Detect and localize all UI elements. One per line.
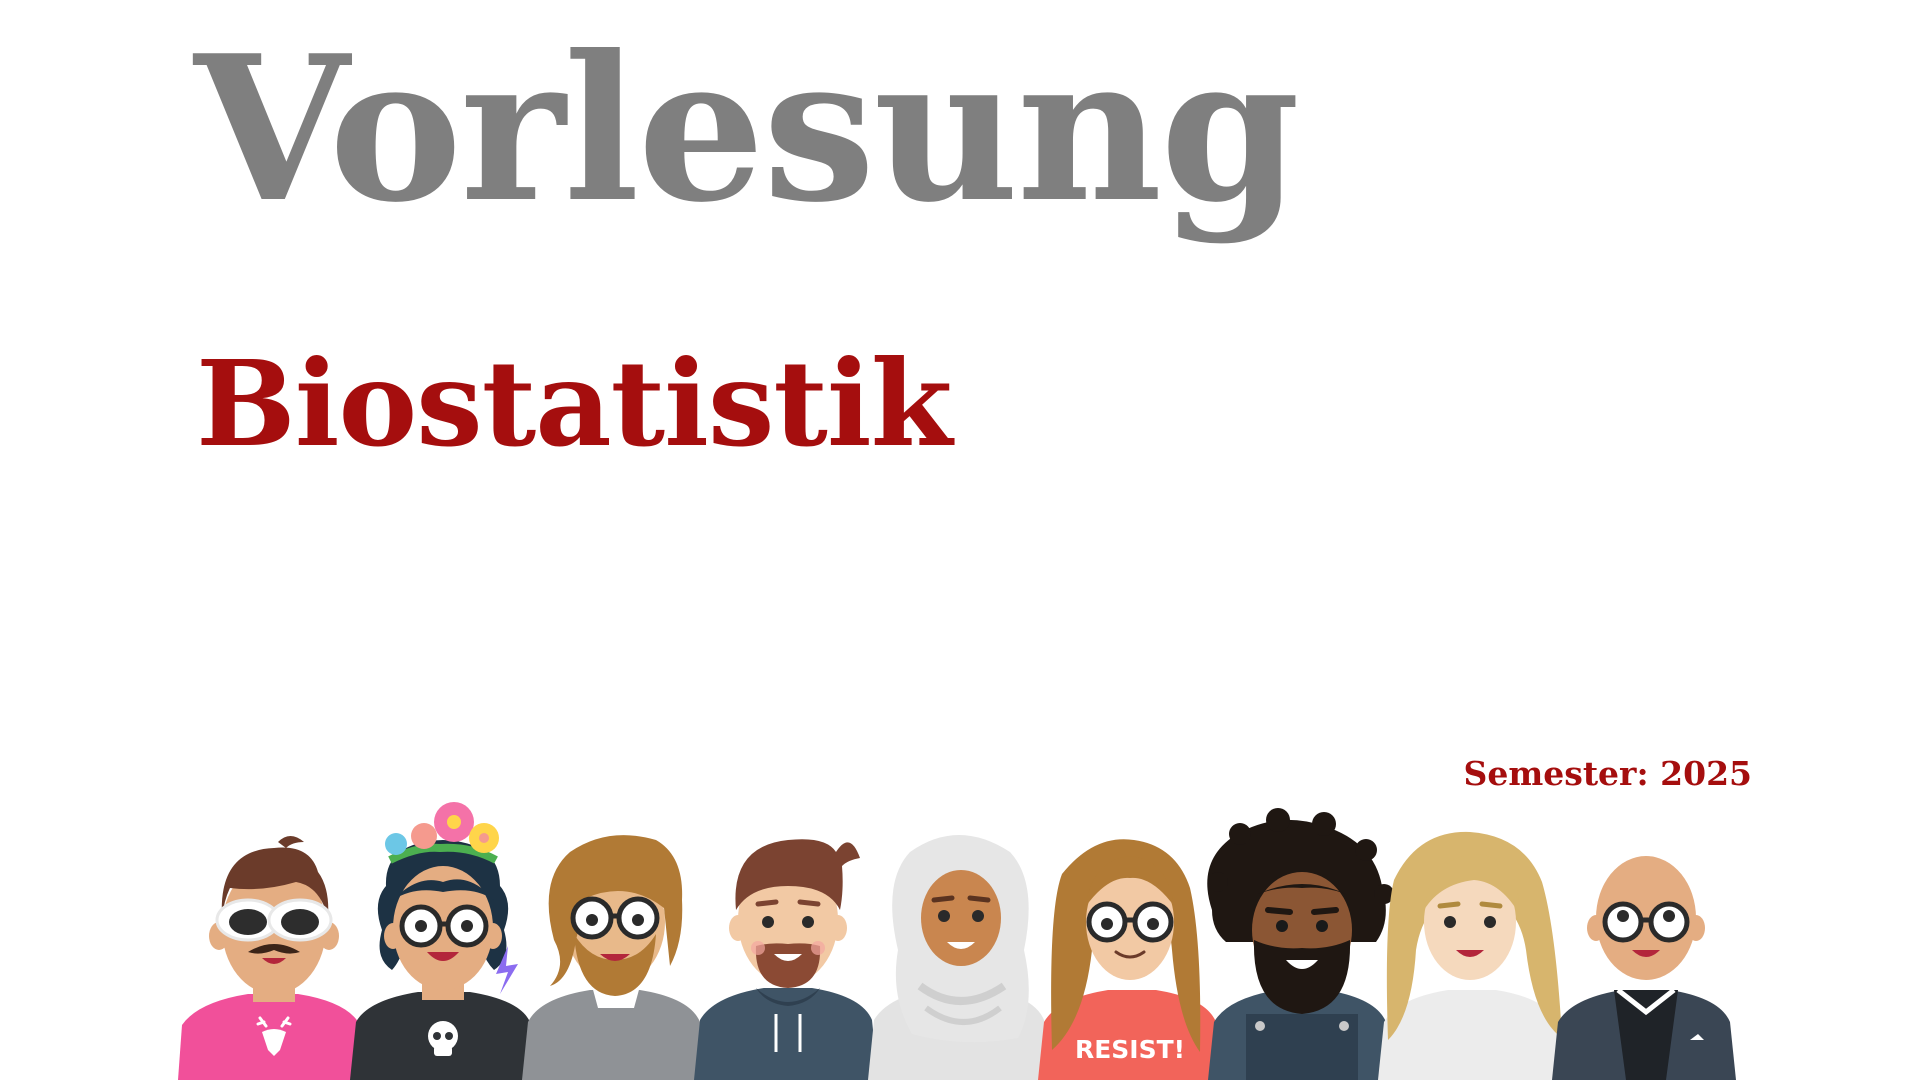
round-glasses-icon xyxy=(1602,901,1690,943)
round-glasses-icon xyxy=(399,904,489,948)
person-5 xyxy=(868,835,1050,1080)
slide-subtitle: Biostatistik xyxy=(196,334,953,473)
person-2 xyxy=(350,802,536,1080)
deer-icon xyxy=(256,1016,292,1056)
person-8 xyxy=(1378,831,1562,1080)
round-glasses-icon xyxy=(570,896,660,940)
flower-crown-icon xyxy=(385,802,499,864)
person-6: RESIST! xyxy=(1038,839,1222,1080)
lightning-icon xyxy=(496,946,518,994)
semester-line: Semester: 2025 xyxy=(1464,757,1753,790)
round-glasses-icon xyxy=(1086,901,1174,943)
skull-icon xyxy=(428,1021,458,1056)
semester-value: 2025 xyxy=(1660,754,1752,793)
semester-label: Semester: xyxy=(1463,754,1649,793)
people-illustration: RESIST! xyxy=(178,790,1754,1080)
person-9 xyxy=(1552,856,1736,1080)
person-7 xyxy=(1207,808,1394,1080)
person-3 xyxy=(522,835,706,1080)
slide-title: Vorlesung xyxy=(194,12,1300,247)
person-1 xyxy=(178,836,364,1080)
sunglasses-icon xyxy=(215,898,333,942)
shirt-text: RESIST! xyxy=(1075,1035,1185,1064)
person-4 xyxy=(694,839,878,1080)
